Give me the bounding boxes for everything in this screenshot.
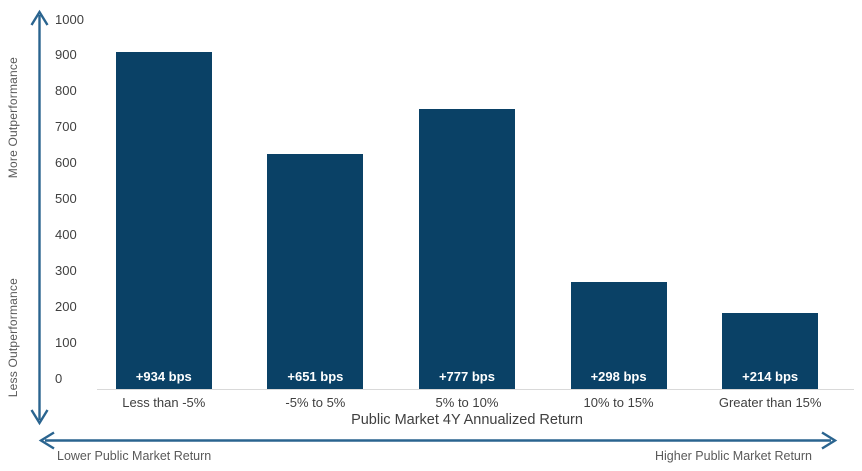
y-tick-label: 100 <box>55 334 77 350</box>
bar-value-label: +651 bps <box>287 369 344 384</box>
x-category-label: -5% to 5% <box>285 395 346 410</box>
y-tick-label: 900 <box>55 47 77 63</box>
arrow-up-icon <box>30 9 49 26</box>
bar-slot: +934 bps <box>88 28 240 390</box>
plot-area: +934 bps +651 bps +777 bps +298 bps +214 bps <box>88 28 846 390</box>
bar-4: +298 bps <box>570 282 667 390</box>
bar-slot: +214 bps <box>694 28 846 390</box>
y-axis-label-more-text: More Outperformance <box>6 57 20 179</box>
bar-slot: +298 bps <box>543 28 695 390</box>
bar-5: +214 bps <box>722 312 819 390</box>
y-axis-label-more: More Outperformance <box>2 45 24 191</box>
x-axis-category-labels: Less than -5% -5% to 5% 5% to 10% 10% to 15… <box>88 395 846 410</box>
y-tick-label: 800 <box>55 83 77 99</box>
x-category-label: 10% to 15% <box>583 395 654 410</box>
y-tick-label: 0 <box>55 370 63 386</box>
x-arrow-caption-higher: Higher Public Market Return <box>654 449 812 463</box>
arrow-down-icon <box>30 409 49 426</box>
bar-2: +651 bps <box>267 154 364 390</box>
y-axis-label-less: Less Outperformance <box>2 258 24 418</box>
y-tick-label: 400 <box>55 226 77 242</box>
bar-1: +934 bps <box>115 51 212 390</box>
y-tick-label: 1000 <box>55 11 84 27</box>
bar-value-label: +777 bps <box>438 369 495 384</box>
y-axis-label-less-text: Less Outperformance <box>6 278 20 398</box>
x-axis-arrow <box>38 431 838 450</box>
y-tick-label: 500 <box>55 191 77 206</box>
x-category-label: Less than -5% <box>122 395 206 410</box>
bar-value-label: +298 bps <box>590 369 647 384</box>
bar-3: +777 bps <box>418 108 515 390</box>
y-tick-label: 700 <box>55 119 77 135</box>
bar-slot: +777 bps <box>391 28 543 390</box>
x-axis-line <box>97 389 854 390</box>
y-axis-arrow <box>30 9 49 426</box>
x-category-label: Greater than 15% <box>718 395 822 410</box>
y-tick-label: 300 <box>55 262 77 278</box>
x-axis-title: Public Market 4Y Annualized Return <box>351 412 583 428</box>
arrow-left-icon <box>38 431 55 450</box>
y-tick-label: 200 <box>55 298 77 314</box>
x-arrow-caption-lower: Lower Public Market Return <box>57 449 212 463</box>
bar-slot: +651 bps <box>240 28 392 390</box>
y-tick-label: 600 <box>55 155 77 171</box>
bar-value-label: +934 bps <box>135 369 192 384</box>
x-category-label: 5% to 10% <box>435 395 499 410</box>
arrow-right-icon <box>821 431 838 450</box>
bar-value-label: +214 bps <box>742 369 799 384</box>
